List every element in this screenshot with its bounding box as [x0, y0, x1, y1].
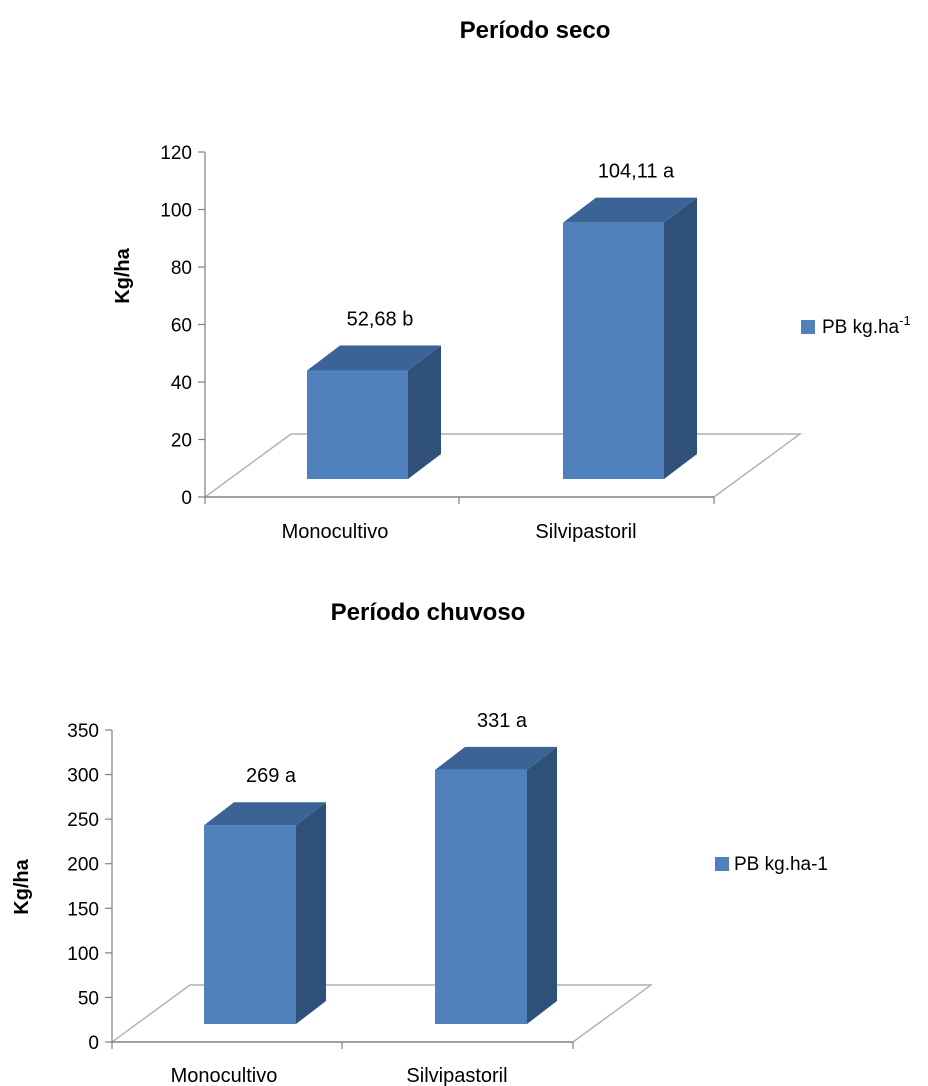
bar-side-face: [408, 345, 441, 479]
bar-top-face: [435, 746, 557, 770]
y-tick-label: 300: [67, 766, 99, 787]
data-label: 52,68 b: [347, 309, 414, 331]
y-tick-label: 60: [171, 316, 192, 337]
x-tick-label: Silvipastoril: [406, 1065, 507, 1086]
y-tick-label: 80: [171, 258, 192, 279]
bar-monocultivo: [307, 345, 441, 479]
bar-front-face: [204, 825, 296, 1024]
legend-swatch: [715, 857, 729, 871]
bar-front-face: [563, 222, 664, 479]
y-tick-label: 0: [181, 488, 192, 509]
y-tick-label: 100: [67, 944, 99, 965]
chart-title: Período chuvoso: [331, 599, 526, 626]
y-tick-label: 100: [160, 201, 192, 222]
legend: PB kg.ha-1: [801, 313, 911, 338]
bar-side-face: [664, 197, 697, 479]
bar-front-face: [307, 370, 408, 479]
bar-front-face: [435, 769, 527, 1024]
bar-top-face: [563, 197, 697, 223]
y-tick-label: 250: [67, 810, 99, 831]
y-tick-label: 350: [67, 721, 99, 742]
x-tick-label: Silvipastoril: [535, 521, 636, 543]
x-tick-label: Monocultivo: [282, 521, 389, 543]
chart-period-rainy: Período chuvoso Kg/ha 0 50 100 150 200 250 300…: [11, 599, 828, 1086]
bar-silvipastoril: [435, 746, 557, 1024]
data-label: 104,11 a: [598, 161, 675, 183]
y-tick-label: 200: [67, 855, 99, 876]
plot-floor: [202, 433, 803, 498]
chart-title: Período seco: [460, 17, 611, 44]
bar-silvipastoril: [563, 197, 697, 479]
legend-label: PB kg.ha-1: [734, 854, 828, 875]
data-label: 331 a: [477, 710, 528, 732]
y-tick-label: 50: [78, 988, 99, 1009]
plot-floor: [109, 984, 654, 1043]
y-tick-label: 0: [88, 1033, 99, 1054]
y-tick-label: 20: [171, 431, 192, 452]
legend-swatch: [801, 320, 815, 334]
y-axis-title: Kg/ha: [112, 247, 134, 303]
bar-side-face: [527, 746, 557, 1024]
bar-monocultivo: [204, 802, 326, 1024]
legend-label-text: PB kg.ha-1: [734, 854, 828, 875]
y-axis-title: Kg/ha: [11, 858, 33, 914]
legend-label: PB kg.ha-1: [822, 313, 911, 338]
x-tick-label: Monocultivo: [171, 1065, 278, 1086]
legend-label-text: PB kg.ha: [822, 317, 900, 338]
data-label: 269 a: [246, 765, 297, 787]
bar-top-face: [307, 345, 441, 371]
y-tick-label: 40: [171, 373, 192, 394]
bar-side-face: [296, 802, 326, 1024]
chart-period-dry: Período seco Kg/ha 0 20 40 60 80 100 120 Monoc…: [112, 17, 911, 543]
legend-label-superscript: -1: [899, 313, 911, 328]
y-tick-label: 120: [160, 143, 192, 164]
bar-top-face: [204, 802, 326, 826]
legend: PB kg.ha-1: [715, 854, 828, 875]
y-tick-label: 150: [67, 899, 99, 920]
